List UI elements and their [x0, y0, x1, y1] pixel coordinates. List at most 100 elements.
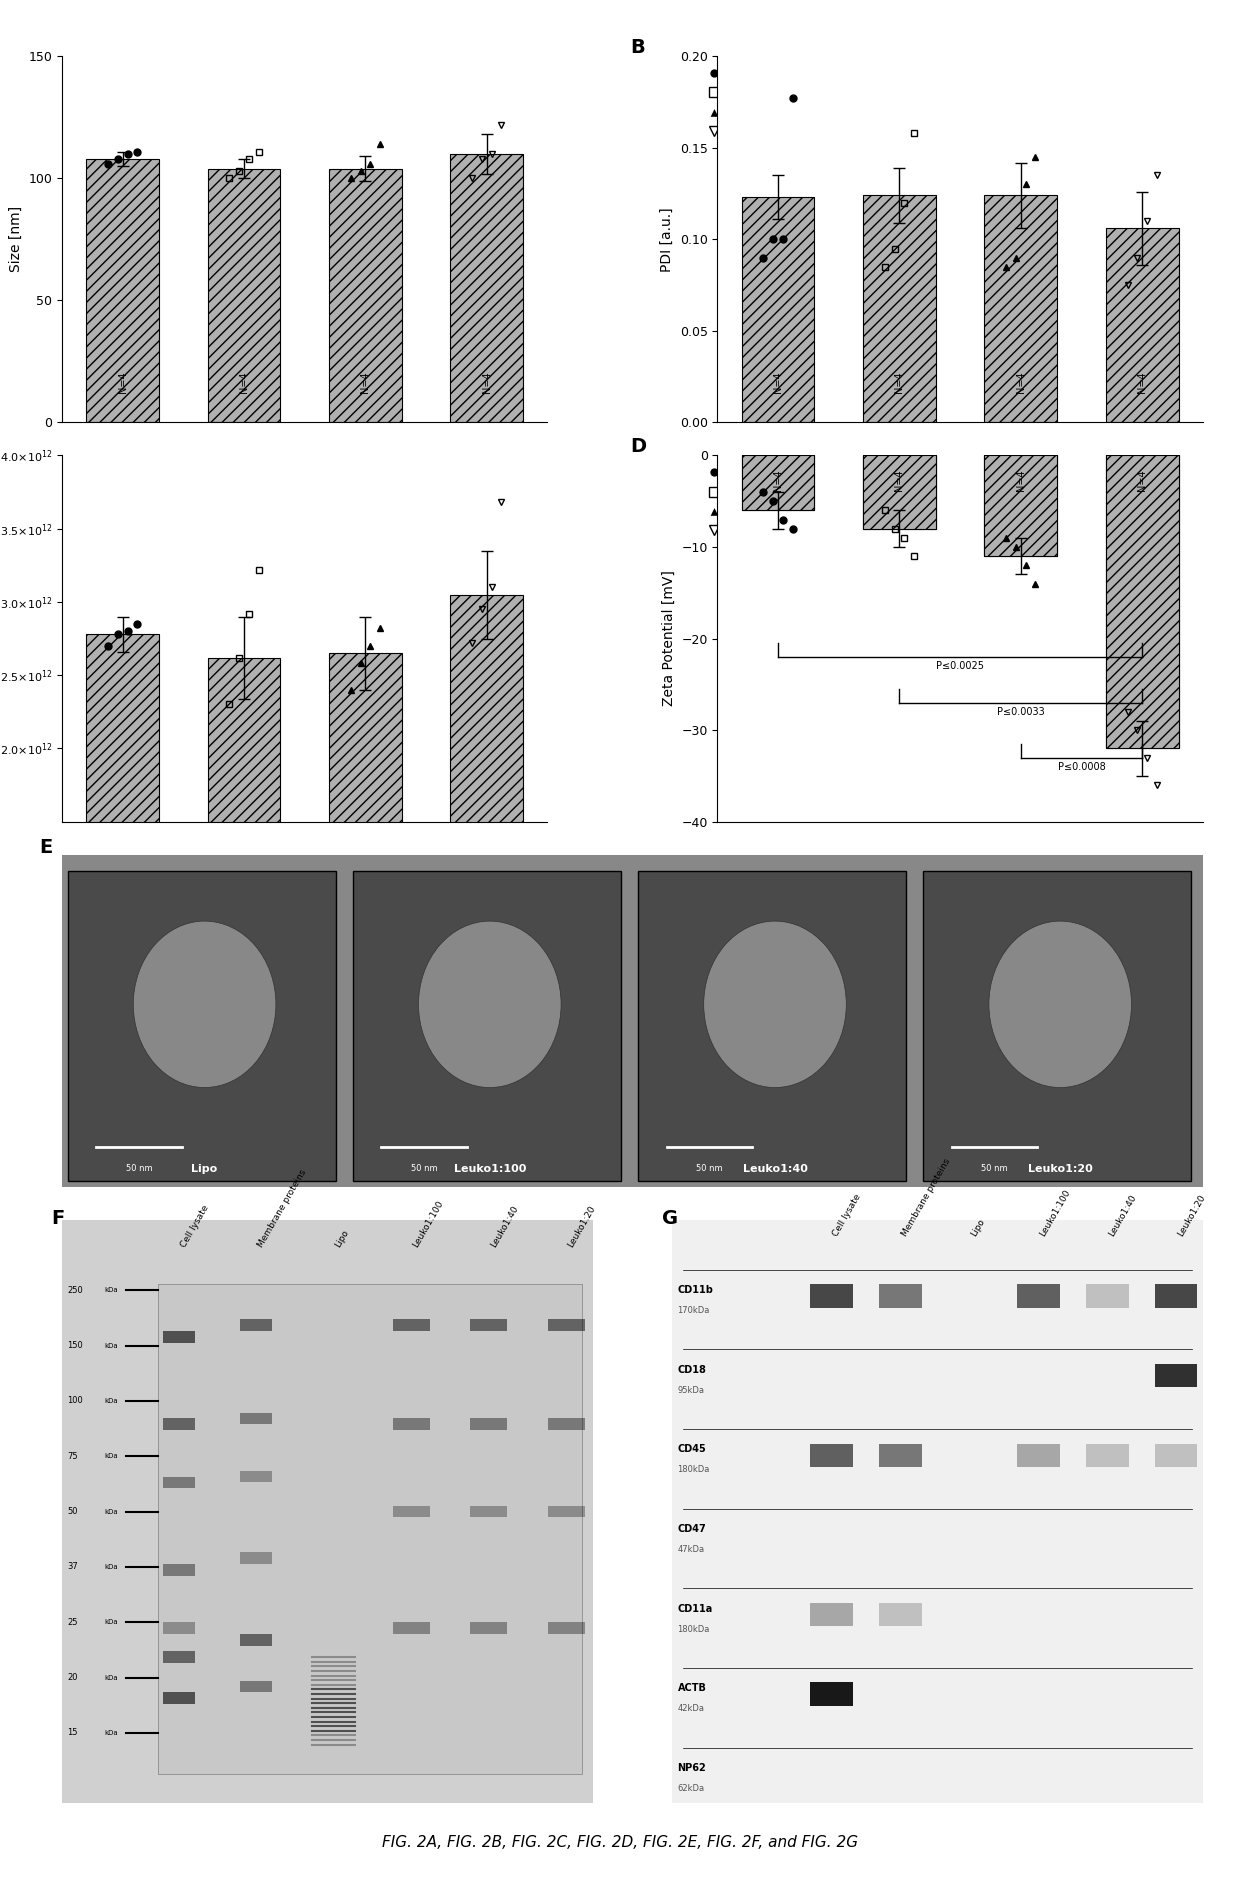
Text: kDa: kDa: [104, 1286, 118, 1294]
Bar: [1154, 1285, 1198, 1307]
Text: N=4: N=4: [1016, 372, 1025, 393]
Bar: [393, 1506, 430, 1517]
Text: Membrane proteins: Membrane proteins: [900, 1157, 952, 1238]
Bar: [1154, 1444, 1198, 1467]
Text: Lipo: Lipo: [334, 1228, 351, 1249]
Text: Lipo: Lipo: [191, 1164, 218, 1174]
Bar: [1154, 1363, 1198, 1388]
Text: kDa: kDa: [104, 1343, 118, 1348]
Bar: [162, 1623, 195, 1634]
Text: N=4: N=4: [118, 372, 128, 393]
Bar: [985, 195, 1058, 423]
Bar: [1086, 1444, 1128, 1467]
Y-axis label: Zeta Potential [mV]: Zeta Potential [mV]: [662, 571, 676, 706]
Text: Membrane proteins: Membrane proteins: [257, 1168, 309, 1249]
Text: Leuko1:20: Leuko1:20: [1028, 1164, 1092, 1174]
Bar: [470, 1320, 507, 1332]
Text: N=4: N=4: [1016, 470, 1025, 490]
Text: Leuko1:20: Leuko1:20: [567, 1204, 598, 1249]
Text: Leuko1:20: Leuko1:20: [1177, 1193, 1208, 1238]
Bar: [207, 657, 280, 1040]
Text: kDa: kDa: [104, 1564, 118, 1570]
Bar: [87, 160, 159, 423]
Text: kDa: kDa: [104, 1675, 118, 1681]
Text: 50 nm: 50 nm: [981, 1164, 1008, 1174]
Bar: [241, 1470, 272, 1482]
Text: 180kDa: 180kDa: [677, 1465, 709, 1474]
Text: N=3: N=3: [239, 956, 249, 977]
Bar: [879, 1604, 921, 1626]
Text: kDa: kDa: [104, 1454, 118, 1459]
Text: Cell lysate: Cell lysate: [831, 1193, 863, 1238]
Bar: [329, 654, 402, 1040]
Text: Cell lysate: Cell lysate: [179, 1204, 211, 1249]
Text: Lipo: Lipo: [970, 1217, 987, 1238]
Text: N=3: N=3: [482, 956, 492, 977]
Bar: [924, 871, 1192, 1181]
Text: kDa: kDa: [104, 1730, 118, 1735]
Bar: [548, 1320, 584, 1332]
Circle shape: [418, 920, 560, 1087]
Bar: [879, 1444, 921, 1467]
Text: Leuko1:100: Leuko1:100: [454, 1164, 526, 1174]
Bar: [450, 154, 523, 423]
Text: P≤0.0033: P≤0.0033: [997, 708, 1044, 717]
Text: G: G: [662, 1209, 678, 1228]
Bar: [985, 456, 1058, 556]
Text: N=4: N=4: [773, 470, 782, 490]
Text: CD11b: CD11b: [677, 1285, 713, 1296]
Bar: [548, 1418, 584, 1429]
Text: 180kDa: 180kDa: [677, 1624, 709, 1634]
Bar: [470, 1506, 507, 1517]
Bar: [241, 1553, 272, 1564]
Bar: [353, 871, 621, 1181]
Bar: [863, 195, 936, 423]
Text: kDa: kDa: [104, 1397, 118, 1405]
Text: CD47: CD47: [677, 1525, 707, 1534]
Text: CD45: CD45: [677, 1444, 707, 1454]
Text: N=4: N=4: [773, 372, 782, 393]
Bar: [1086, 1285, 1128, 1307]
Text: 62kDa: 62kDa: [677, 1784, 704, 1793]
Bar: [207, 169, 280, 423]
Text: B: B: [630, 38, 645, 56]
Text: ACTB: ACTB: [677, 1683, 707, 1694]
Text: 75: 75: [67, 1452, 78, 1461]
Bar: [742, 197, 815, 423]
Bar: [810, 1683, 853, 1705]
Text: N=3: N=3: [361, 956, 371, 977]
Bar: [863, 456, 936, 530]
Bar: [241, 1320, 272, 1332]
Text: 50: 50: [67, 1508, 78, 1516]
Legend: Lipo, Leuko1:100, Leuko1:40, Leuko1:20: Lipo, Leuko1:100, Leuko1:40, Leuko1:20: [703, 62, 808, 143]
Bar: [985, 456, 1058, 556]
Circle shape: [704, 920, 847, 1087]
Text: P≤0.0025: P≤0.0025: [936, 661, 985, 672]
Bar: [393, 1623, 430, 1634]
Text: Leuko1:40: Leuko1:40: [489, 1204, 520, 1249]
Bar: [1106, 456, 1178, 747]
Text: 150: 150: [67, 1341, 83, 1350]
Bar: [639, 871, 906, 1181]
Text: 50 nm: 50 nm: [125, 1164, 153, 1174]
Bar: [742, 456, 815, 511]
Bar: [162, 1692, 195, 1703]
Text: 100: 100: [67, 1397, 83, 1405]
Text: 250: 250: [67, 1286, 83, 1294]
Text: N=4: N=4: [1137, 372, 1147, 393]
Bar: [241, 1681, 272, 1692]
Bar: [162, 1564, 195, 1576]
Text: 37: 37: [67, 1562, 78, 1572]
Text: NP62: NP62: [677, 1763, 707, 1773]
Bar: [548, 1623, 584, 1634]
Bar: [470, 1623, 507, 1634]
Bar: [810, 1285, 853, 1307]
Bar: [162, 1476, 195, 1489]
Text: FIG. 2A, FIG. 2B, FIG. 2C, FIG. 2D, FIG. 2E, FIG. 2F, and FIG. 2G: FIG. 2A, FIG. 2B, FIG. 2C, FIG. 2D, FIG.…: [382, 1835, 858, 1850]
Text: 50 nm: 50 nm: [696, 1164, 723, 1174]
Text: CD18: CD18: [677, 1365, 707, 1375]
Bar: [1106, 229, 1178, 423]
Bar: [393, 1418, 430, 1429]
Bar: [810, 1604, 853, 1626]
Bar: [162, 1651, 195, 1664]
